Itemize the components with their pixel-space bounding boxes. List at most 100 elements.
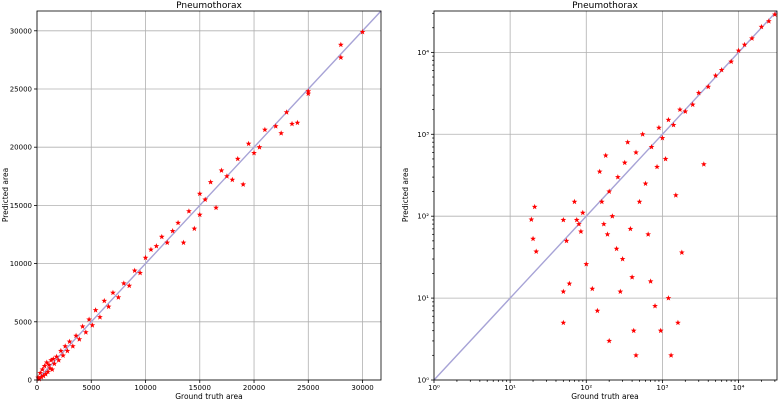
data-point: [218, 167, 225, 173]
data-point: [772, 11, 778, 17]
data-point: [64, 347, 71, 354]
x-tick-label: 25000: [297, 384, 319, 392]
data-point: [636, 198, 643, 205]
data-point: [670, 121, 677, 128]
data-point: [718, 66, 725, 73]
data-point: [583, 261, 590, 267]
data-point: [251, 150, 257, 156]
data-point: [45, 368, 51, 375]
data-point: [55, 357, 62, 363]
data-point: [62, 343, 69, 349]
data-point: [758, 23, 765, 30]
plot-frame: [36, 10, 382, 381]
data-point: [533, 248, 540, 254]
data-point: [563, 237, 570, 244]
data-point: [42, 371, 49, 377]
data-point: [639, 131, 646, 137]
data-point: [69, 343, 76, 349]
x-tick-label: 10⁰: [428, 384, 440, 392]
data-point: [153, 243, 160, 249]
y-tick-label: 10⁰: [417, 377, 429, 385]
y-tick-label: 5000: [14, 318, 32, 326]
y-tick-label: 10000: [10, 260, 32, 268]
data-point: [180, 239, 187, 246]
log-scatter-chart: Pneumothorax Ground truth area Predicted…: [401, 1, 778, 400]
data-point: [101, 297, 108, 304]
data-point: [73, 332, 79, 339]
data-point: [672, 192, 679, 198]
data-point: [115, 294, 122, 300]
data-point: [47, 365, 53, 371]
data-point: [169, 228, 176, 234]
x-axis-label: Ground truth area: [175, 392, 243, 400]
data-point: [594, 307, 601, 314]
data-point: [86, 316, 92, 322]
data-point: [105, 303, 112, 310]
reference-line: [433, 10, 778, 381]
data-point: [142, 254, 149, 261]
x-tick-label: 30000: [351, 384, 373, 392]
data-point: [589, 285, 596, 292]
data-point: [82, 329, 89, 335]
data-point: [37, 370, 44, 376]
y-tick-label: 30000: [10, 27, 32, 35]
data-point: [633, 149, 639, 155]
data-point: [202, 196, 209, 202]
data-point: [560, 216, 567, 223]
data-point: [656, 124, 662, 131]
data-point: [530, 235, 536, 242]
data-point: [294, 119, 301, 126]
data-point: [749, 35, 755, 41]
data-point: [647, 278, 654, 284]
x-tick-label: 20000: [243, 384, 265, 392]
x-axis-label: Ground truth area: [571, 392, 639, 400]
data-point: [39, 366, 46, 372]
reference-line: [36, 10, 382, 381]
data-point: [602, 152, 609, 158]
data-point: [578, 228, 584, 234]
data-point: [630, 327, 637, 334]
data-point: [675, 319, 681, 326]
data-point: [705, 83, 712, 90]
data-point: [278, 130, 285, 136]
data-point: [305, 90, 312, 97]
data-point: [196, 190, 203, 197]
data-point: [338, 54, 344, 60]
data-point: [49, 366, 56, 372]
data-point: [43, 359, 50, 365]
data-point: [164, 239, 171, 246]
data-point: [617, 288, 624, 295]
data-point: [633, 352, 639, 358]
data-point: [46, 361, 52, 368]
data-point: [735, 47, 742, 54]
data-point: [60, 352, 66, 358]
data-point: [126, 282, 133, 289]
x-tick-label: 0: [35, 384, 39, 392]
data-point: [677, 106, 683, 113]
data-point: [213, 204, 219, 211]
data-point: [196, 211, 203, 218]
linear-scatter-chart: Pneumothorax Ground truth area Predicted…: [1, 1, 382, 400]
y-tick-label: 25000: [10, 85, 32, 93]
data-point: [40, 372, 47, 379]
plot-frame: [433, 10, 778, 381]
data-point: [35, 374, 41, 381]
data-point: [600, 221, 607, 227]
data-point: [97, 314, 103, 320]
data-point: [645, 231, 652, 237]
data-point: [678, 249, 685, 255]
data-point: [41, 363, 48, 369]
data-point: [256, 144, 263, 150]
y-tick-label: 15000: [10, 202, 32, 210]
data-point: [272, 123, 279, 129]
data-point: [76, 336, 83, 342]
data-point: [53, 353, 60, 360]
data-point: [682, 108, 689, 114]
data-point: [158, 233, 165, 240]
data-point: [79, 323, 86, 329]
data-point: [66, 338, 73, 345]
data-point: [613, 245, 620, 252]
y-tick-label: 0: [28, 377, 32, 385]
data-point: [186, 208, 192, 214]
